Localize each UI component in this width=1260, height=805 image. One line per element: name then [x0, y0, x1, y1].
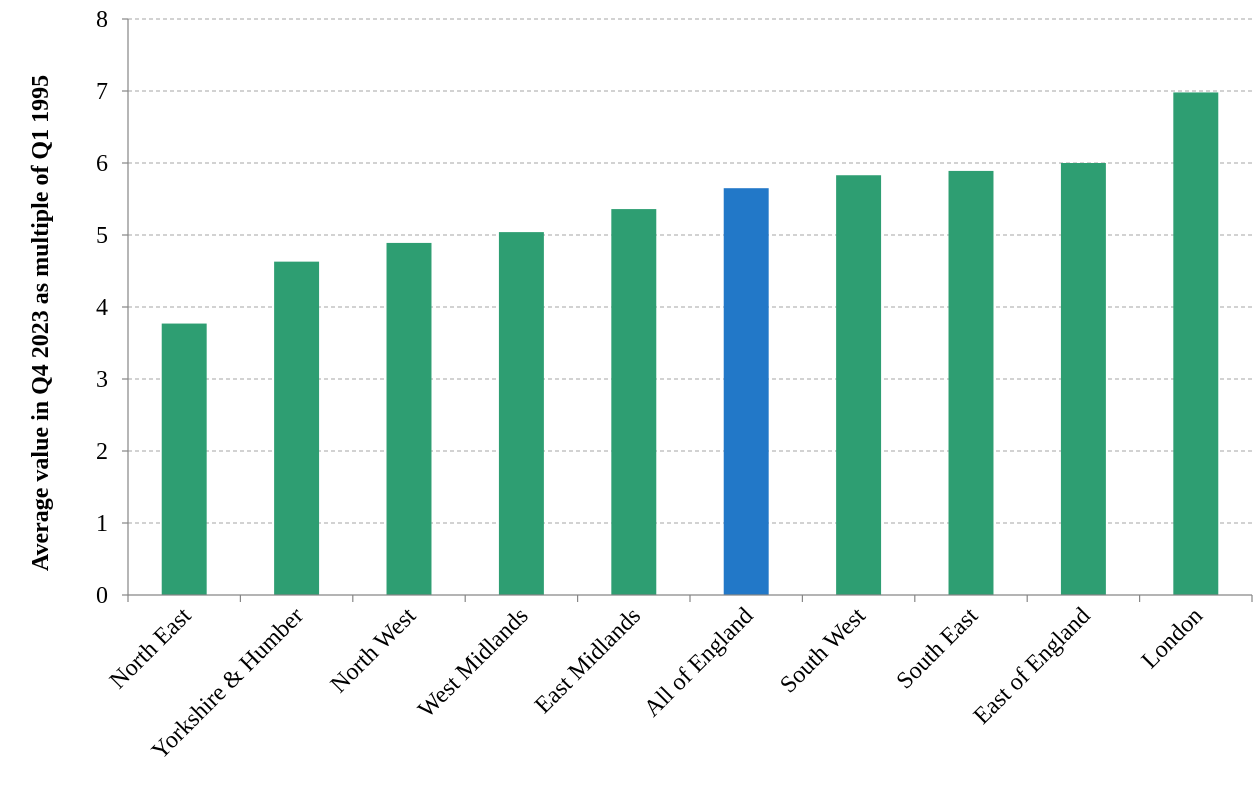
y-tick-labels: 0 1 2 3 4 5 6 7 8 — [96, 7, 128, 609]
y-tick-label: 0 — [96, 583, 108, 609]
category-label: South West — [775, 603, 871, 699]
y-tick-label: 1 — [96, 511, 108, 537]
bar — [161, 323, 207, 595]
category-label: East of England — [969, 603, 1096, 730]
bar — [1060, 163, 1106, 595]
y-tick-label: 6 — [96, 151, 108, 177]
y-axis-title: Average value in Q4 2023 as multiple of … — [28, 75, 54, 571]
bar — [386, 242, 432, 596]
y-tick-label: 4 — [96, 295, 108, 321]
bar — [723, 188, 769, 595]
category-label: North East — [105, 603, 197, 695]
bar — [498, 232, 544, 595]
y-tick-label: 8 — [96, 7, 108, 33]
y-tick-label: 2 — [96, 439, 108, 465]
category-label: North West — [326, 603, 422, 699]
bar — [948, 170, 994, 596]
bar — [611, 209, 657, 595]
gridlines — [128, 18, 1252, 524]
y-tick-label: 3 — [96, 367, 108, 393]
y-tick-label: 5 — [96, 223, 108, 249]
bars — [161, 92, 1219, 596]
y-tick-label: 7 — [96, 79, 108, 105]
bar — [274, 261, 320, 595]
category-label: South East — [892, 603, 984, 695]
bar — [1173, 92, 1219, 595]
category-label: West Midlands — [413, 603, 533, 723]
x-tick-marks — [127, 595, 1253, 602]
category-label: London — [1137, 603, 1208, 674]
category-label: All of England — [639, 603, 758, 722]
bar — [836, 175, 882, 596]
category-label: East Midlands — [530, 603, 646, 719]
